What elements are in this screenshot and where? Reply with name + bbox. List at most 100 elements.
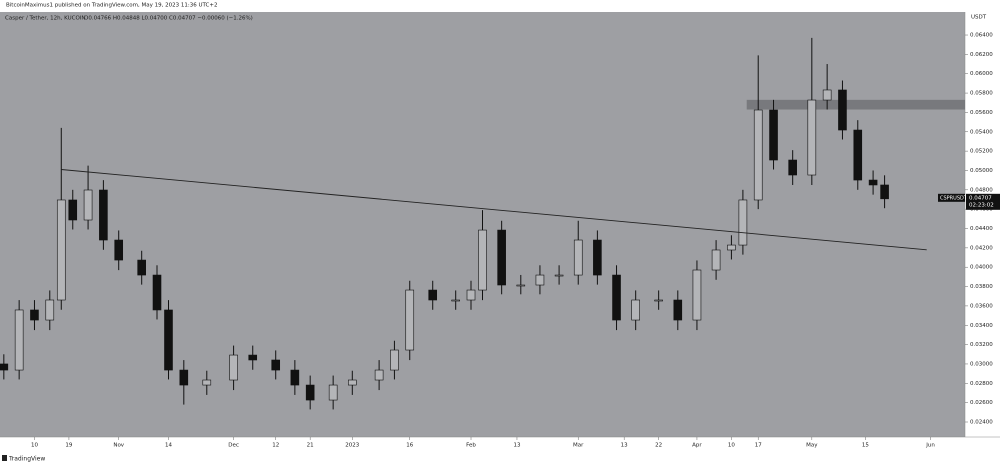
candle-body	[99, 189, 108, 241]
candle-body	[612, 274, 621, 321]
candle-body	[478, 229, 487, 291]
symbol-tag	[938, 193, 965, 202]
candle-body	[535, 274, 545, 286]
candle-body	[164, 309, 173, 371]
candle-body	[497, 229, 506, 286]
candle-body	[692, 269, 702, 321]
candle-body	[880, 184, 889, 200]
header: BitcoinMaximus1 published on TradingView…	[6, 3, 218, 9]
candle-body	[807, 99, 817, 176]
candle-body	[428, 289, 438, 301]
candle-body	[738, 199, 748, 246]
x-tick-label: 2023	[345, 443, 359, 449]
candle-body	[114, 239, 124, 261]
candle-body	[348, 379, 357, 386]
candle-body	[673, 299, 683, 321]
candle-body	[631, 299, 640, 321]
x-tick-label: 13	[621, 443, 628, 449]
y-tick-label: 0.06200	[970, 52, 993, 58]
candle-body	[390, 349, 399, 371]
candle-body	[822, 89, 832, 101]
candle-body	[328, 384, 338, 401]
x-tick-label: Apr	[692, 443, 702, 449]
x-tick-label: May	[806, 443, 818, 449]
x-tick-label: 21	[307, 443, 314, 449]
y-tick-label: 0.05600	[970, 110, 993, 116]
x-tick-label: 22	[655, 443, 662, 449]
candle-body	[573, 239, 583, 276]
y-unit: USDT	[971, 15, 987, 21]
x-tick-label: 16	[406, 443, 413, 449]
y-tick-label: 0.02800	[970, 381, 993, 387]
candle-body	[179, 369, 189, 386]
candle-body	[853, 129, 863, 181]
y-tick-label: 0.04400	[970, 226, 993, 232]
y-tick-label: 0.04000	[970, 265, 993, 271]
y-tick-label: 0.04800	[970, 187, 993, 193]
footer: TradingView	[8, 456, 45, 463]
candle-body	[290, 369, 300, 386]
candle-body	[202, 379, 212, 386]
candle-body	[838, 89, 847, 131]
x-tick-label: Feb	[466, 443, 476, 449]
candle-body	[56, 199, 66, 301]
candle-body	[593, 239, 602, 276]
candle-body	[0, 363, 9, 371]
y-tick-label: 0.03400	[970, 323, 993, 329]
candle-body	[14, 309, 24, 371]
y-tick-label: 0.03800	[970, 284, 993, 290]
candle-body	[654, 299, 663, 302]
candle-body	[152, 274, 162, 311]
candle-body	[271, 359, 281, 371]
y-tick-label: 0.05000	[970, 168, 993, 174]
candle-body	[405, 289, 415, 351]
x-tick-label: Dec	[228, 443, 239, 449]
x-tick-label: 14	[165, 443, 172, 449]
x-tick-label: 13	[513, 443, 520, 449]
candle-body	[374, 369, 384, 381]
candle-body	[137, 259, 146, 276]
x-tick-label: 19	[65, 443, 72, 449]
candle-body	[30, 309, 39, 321]
y-tick-label: 0.03200	[970, 342, 993, 348]
countdown: 02:23:02	[969, 202, 994, 208]
x-tick-label: 17	[755, 443, 762, 449]
candle-body	[769, 109, 778, 161]
candle-body	[788, 159, 797, 176]
candle-body	[711, 249, 721, 271]
y-tick-label: 0.06000	[970, 71, 993, 77]
x-tick-label: 10	[728, 443, 735, 449]
x-tick-label: 12	[272, 443, 279, 449]
ohlc-readout: O0.04766 H0.04848 L0.04700 C0.04707 −0.0…	[84, 16, 253, 22]
y-tick-label: 0.04200	[970, 245, 993, 251]
candle-body	[83, 189, 93, 221]
symbol-label: CSPRUSDT	[940, 195, 968, 201]
candle-body	[516, 284, 526, 287]
candle-body	[68, 199, 78, 221]
y-tick-label: 0.02600	[970, 400, 993, 406]
candle-body	[451, 299, 460, 302]
x-tick-label: Jun	[925, 443, 935, 449]
price-tag	[966, 193, 1000, 210]
x-tick-label: Mar	[573, 443, 584, 449]
candle-body	[466, 289, 476, 301]
resistance-zone	[746, 99, 965, 110]
y-tick-label: 0.06400	[970, 33, 993, 39]
candle-body	[727, 244, 736, 251]
candle-body	[229, 354, 238, 381]
y-tick-label: 0.05400	[970, 129, 993, 135]
y-tick-label: 0.05200	[970, 149, 993, 155]
x-tick-label: 10	[31, 443, 38, 449]
logo	[2, 455, 7, 461]
y-tick-label: 0.03000	[970, 361, 993, 367]
x-tick-label: 15	[862, 443, 869, 449]
trendline	[61, 169, 927, 251]
chart-title: Casper / Tether, 12h, KUCOIN	[5, 16, 86, 22]
y-tick-label: 0.02400	[970, 420, 993, 426]
candle-body	[305, 384, 315, 401]
candle-body	[753, 109, 763, 201]
y-tick-label: 0.03600	[970, 303, 993, 309]
x-tick-label: Nov	[113, 443, 124, 449]
last-price: 0.04707	[969, 195, 992, 201]
